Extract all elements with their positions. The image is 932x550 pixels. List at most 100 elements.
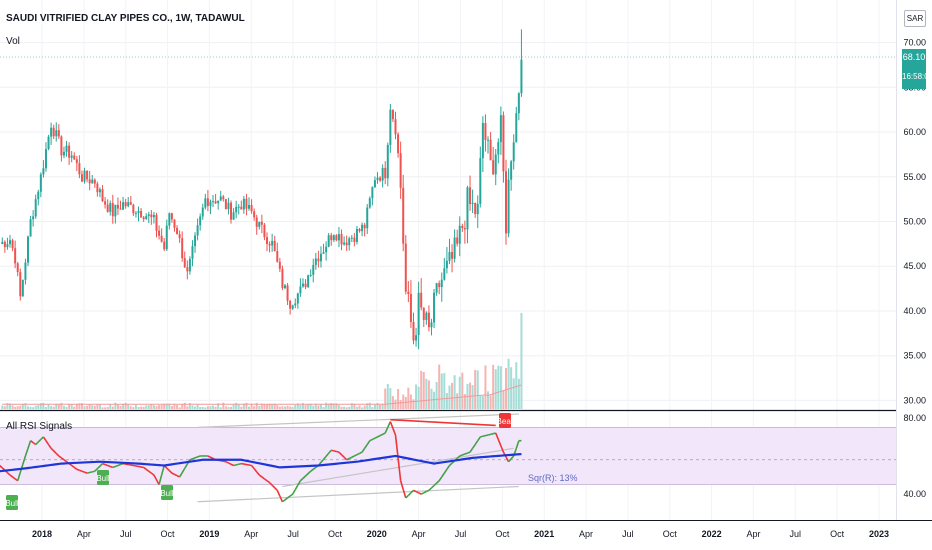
rsi-line-segment — [109, 465, 114, 469]
volume-bar — [122, 404, 125, 409]
rsi-line-segment — [343, 456, 348, 461]
volume-bar — [9, 403, 11, 409]
candle-body — [358, 229, 361, 232]
volume-bar — [335, 403, 338, 409]
candle-body — [206, 198, 209, 206]
candle-body — [427, 312, 430, 328]
rsi-line-segment — [174, 473, 178, 477]
candle-body — [312, 264, 315, 275]
volume-bar — [199, 406, 202, 409]
rsi-line-segment — [145, 468, 150, 472]
volume-bar — [91, 405, 94, 409]
time-tick: Oct — [495, 529, 510, 539]
rsi-line-segment — [253, 468, 258, 473]
rsi-line-segment — [42, 436, 47, 442]
rsi-line-segment — [102, 462, 106, 466]
volume-bar — [155, 406, 158, 409]
candle-body — [448, 251, 451, 261]
volume-bar — [109, 404, 112, 409]
rsi-line-segment — [94, 468, 98, 472]
volume-bar — [301, 403, 304, 409]
rsi-line-segment — [510, 455, 515, 460]
candle-body — [489, 139, 492, 161]
time-tick: Jul — [287, 529, 299, 539]
rsi-line-segment — [176, 474, 180, 478]
candle-body — [386, 144, 389, 179]
candle-body — [476, 203, 479, 215]
volume-bar — [86, 405, 89, 409]
candlesticks — [0, 29, 896, 350]
candle-body — [507, 179, 510, 234]
volume-bar — [29, 406, 32, 409]
volume-bar — [448, 385, 451, 409]
volume-bar — [160, 405, 163, 409]
rsi-line-segment — [238, 462, 242, 466]
rsi-line-segment — [467, 451, 471, 454]
volume-bar — [327, 403, 330, 409]
volume-bar — [481, 396, 484, 409]
rsi-line-segment — [377, 434, 381, 438]
rsi-line-segment — [250, 464, 255, 470]
bull-signal: Bull — [5, 495, 19, 510]
volume-bar — [44, 406, 47, 409]
candle-body — [451, 251, 454, 259]
candle-body — [425, 312, 428, 320]
rsi-line-segment — [192, 457, 196, 460]
candle-body — [80, 174, 83, 182]
volume-bar — [201, 406, 204, 409]
candle-body — [391, 109, 394, 120]
volume-bar — [458, 376, 461, 409]
rsi-line-segment — [456, 455, 461, 459]
candle-body — [39, 174, 42, 192]
volume-bar — [170, 406, 173, 409]
volume-bar — [39, 403, 42, 409]
volume-bar — [152, 405, 155, 409]
rsi-line-segment — [9, 474, 14, 478]
volume-bar — [255, 402, 258, 409]
rsi-line-segment — [328, 449, 332, 454]
volume-bar — [78, 403, 81, 409]
volume-bar — [68, 403, 71, 409]
rsi-line-segment — [30, 440, 34, 444]
volume-bar — [463, 394, 466, 409]
candle-body — [253, 211, 256, 218]
volume-label: Vol — [6, 36, 20, 47]
volume-bar — [497, 365, 500, 409]
trend-channel-lower — [197, 485, 519, 503]
rsi-line-segment — [12, 476, 16, 480]
bull-signal: Bull — [96, 470, 110, 485]
rsi-line-segment — [305, 473, 309, 477]
volume-bar — [474, 369, 477, 409]
candle-body — [445, 260, 448, 269]
trend-channel-upper — [197, 413, 519, 428]
volume-bar — [440, 373, 443, 409]
time-tick: Oct — [328, 529, 343, 539]
candle-body — [152, 214, 155, 218]
rsi-line-segment — [415, 490, 419, 494]
candle-body — [466, 187, 469, 230]
candle-body — [137, 211, 140, 214]
volume-bar — [237, 404, 240, 409]
volume-bar — [75, 403, 78, 409]
time-tick: 2023 — [869, 529, 889, 539]
volume-bar — [361, 407, 364, 409]
currency-button[interactable]: SAR — [904, 10, 926, 27]
time-tick: 2019 — [199, 529, 219, 539]
volume-bar — [101, 407, 104, 409]
rsi-line-segment — [338, 451, 343, 456]
rsi-line-segment — [348, 456, 353, 460]
volume-bar — [363, 405, 366, 409]
volume-bar — [433, 391, 436, 409]
candle-body — [181, 238, 184, 259]
rsi-line-segment — [274, 487, 278, 491]
volume-bar — [47, 403, 50, 409]
rsi-line-segment — [0, 464, 3, 469]
candle-body — [317, 258, 320, 262]
time-tick: 2021 — [534, 529, 554, 539]
volume-bar — [242, 403, 245, 409]
rsi-line-segment — [310, 468, 314, 472]
candle-body — [281, 268, 284, 288]
candle-body — [106, 204, 109, 212]
rsi-line-segment — [361, 447, 366, 453]
time-tick: Apr — [244, 529, 258, 539]
